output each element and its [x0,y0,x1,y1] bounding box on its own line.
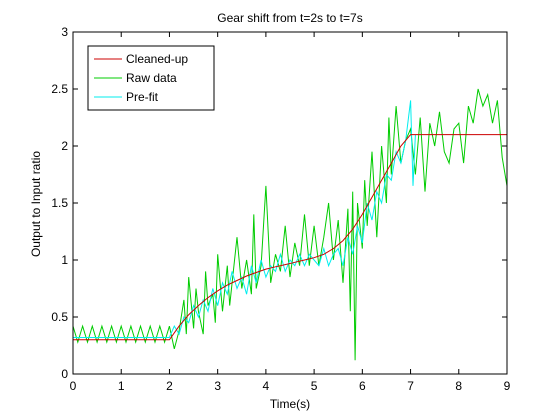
series-layer [72,88,508,361]
x-tick-label: 8 [455,379,462,393]
series-line-pre-fit [73,100,416,338]
x-tick-label: 3 [214,379,221,393]
x-tick-label: 9 [504,379,511,393]
y-tick-label: 2 [61,139,68,153]
legend-label-raw-data: Raw data [126,71,177,85]
y-tick-label: 1 [61,253,68,267]
legend-label-pre-fit: Pre-fit [126,90,159,104]
series-line-cleaned-up [73,134,507,341]
x-tick-label: 5 [311,379,318,393]
y-axis-label: Output to Input ratio [29,151,43,257]
series-line-raw-data [72,88,508,361]
legend-label-cleaned-up: Cleaned-up [126,52,188,66]
x-tick-label: 4 [263,379,270,393]
x-axis-label: Time(s) [270,397,310,411]
y-tick-label: 0.5 [51,310,68,324]
y-tick-label: 3 [61,25,68,39]
y-tick-label: 2.5 [51,82,68,96]
x-tick-label: 7 [407,379,414,393]
x-tick-label: 1 [118,379,125,393]
x-tick-label: 0 [70,379,77,393]
legend: Cleaned-up Raw data Pre-fit [87,45,215,111]
x-tick-label: 2 [166,379,173,393]
chart-title: Gear shift from t=2s to t=7s [217,11,362,25]
x-tick-label: 6 [359,379,366,393]
ticks-layer: 0 1 2 3 4 5 6 7 8 9 0 0.5 1 1.5 2 2.5 3 [51,25,510,393]
y-tick-label: 0 [61,367,68,381]
y-tick-label: 1.5 [51,196,68,210]
